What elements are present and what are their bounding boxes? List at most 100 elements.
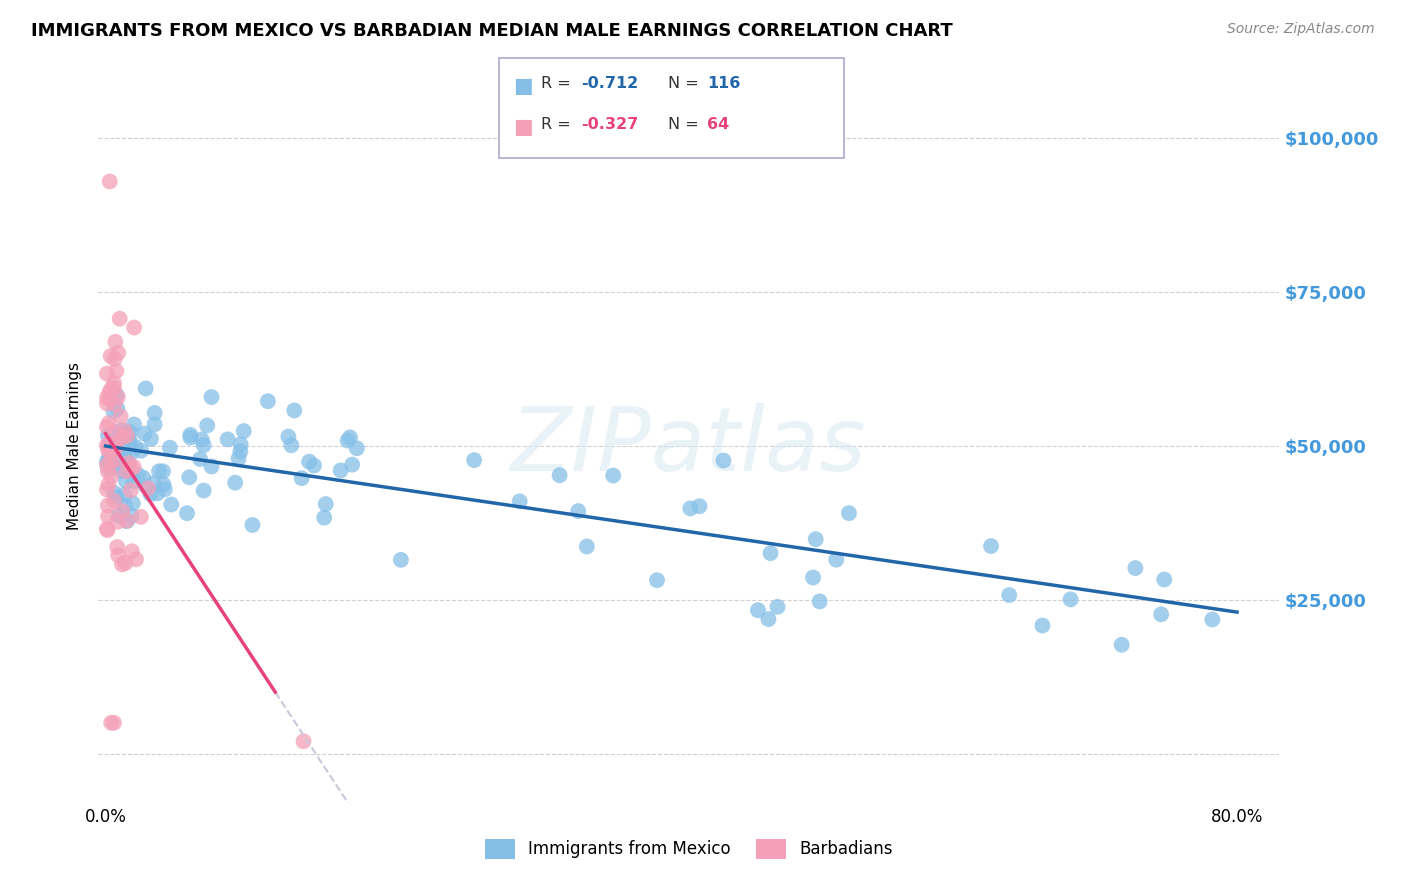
Point: [97, 509, 120, 524]
Point: [114, 556, 136, 570]
Point: [758, 612, 780, 626]
Point: [191, 433, 214, 447]
Point: [121, 509, 143, 524]
Point: [112, 488, 135, 502]
Point: [314, 510, 336, 524]
Text: -0.712: -0.712: [581, 76, 638, 91]
Point: [118, 437, 141, 451]
Point: [124, 440, 146, 454]
Point: [114, 499, 136, 513]
Point: [195, 418, 218, 433]
Point: [98, 385, 121, 400]
Point: [100, 469, 122, 483]
Point: [104, 425, 127, 439]
Point: [111, 423, 134, 437]
Point: [825, 552, 848, 566]
Point: [127, 467, 149, 482]
Point: [463, 453, 485, 467]
Point: [105, 388, 128, 402]
Point: [689, 499, 711, 513]
Point: [97, 443, 120, 458]
Point: [96, 483, 118, 497]
Point: [679, 501, 702, 516]
Point: [160, 498, 183, 512]
Point: [200, 390, 222, 404]
Legend: Immigrants from Mexico, Barbadians: Immigrants from Mexico, Barbadians: [478, 832, 900, 866]
Point: [122, 475, 145, 489]
Point: [115, 462, 138, 476]
Point: [103, 397, 125, 411]
Point: [1150, 607, 1173, 622]
Point: [277, 430, 299, 444]
Point: [120, 425, 142, 439]
Point: [1111, 638, 1133, 652]
Point: [713, 453, 735, 467]
Point: [107, 401, 129, 416]
Point: [1153, 573, 1175, 587]
Point: [139, 432, 162, 446]
Point: [801, 570, 824, 584]
Point: [217, 433, 239, 447]
Point: [115, 429, 138, 443]
Point: [129, 443, 152, 458]
Point: [122, 320, 145, 334]
Point: [96, 396, 118, 410]
Point: [228, 451, 250, 466]
Point: [114, 452, 136, 467]
Point: [135, 382, 157, 396]
Point: [103, 715, 125, 730]
Point: [232, 424, 254, 438]
Point: [100, 715, 122, 730]
Point: [97, 428, 120, 442]
Point: [103, 440, 125, 454]
Point: [136, 481, 159, 495]
Point: [280, 438, 302, 452]
Point: [115, 514, 138, 528]
Point: [139, 487, 162, 501]
Point: [602, 468, 624, 483]
Point: [329, 463, 352, 477]
Point: [143, 406, 166, 420]
Point: [98, 442, 121, 457]
Point: [100, 456, 122, 470]
Point: [105, 364, 128, 378]
Point: [114, 449, 136, 463]
Point: [1125, 561, 1147, 575]
Text: ■: ■: [513, 76, 533, 95]
Text: ZIPatlas: ZIPatlas: [512, 403, 866, 489]
Point: [96, 458, 118, 472]
Point: [146, 486, 169, 500]
Point: [340, 458, 363, 472]
Point: [96, 367, 118, 381]
Point: [118, 432, 141, 446]
Point: [103, 380, 125, 394]
Point: [179, 428, 201, 442]
Point: [176, 506, 198, 520]
Point: [509, 494, 531, 508]
Point: [135, 479, 157, 493]
Point: [96, 438, 118, 452]
Point: [97, 452, 120, 467]
Point: [120, 461, 142, 475]
Point: [103, 404, 125, 418]
Point: [104, 453, 127, 467]
Point: [292, 734, 315, 748]
Point: [575, 540, 598, 554]
Point: [103, 442, 125, 456]
Point: [121, 496, 143, 510]
Point: [548, 468, 571, 483]
Point: [118, 456, 141, 470]
Point: [105, 540, 128, 554]
Point: [121, 445, 143, 459]
Text: R =: R =: [541, 76, 576, 91]
Point: [143, 417, 166, 432]
Point: [193, 438, 215, 452]
Point: [129, 509, 152, 524]
Point: [645, 573, 668, 587]
Point: [567, 504, 589, 518]
Point: [315, 497, 337, 511]
Point: [100, 434, 122, 449]
Text: 116: 116: [707, 76, 741, 91]
Point: [100, 349, 122, 363]
Point: [298, 455, 321, 469]
